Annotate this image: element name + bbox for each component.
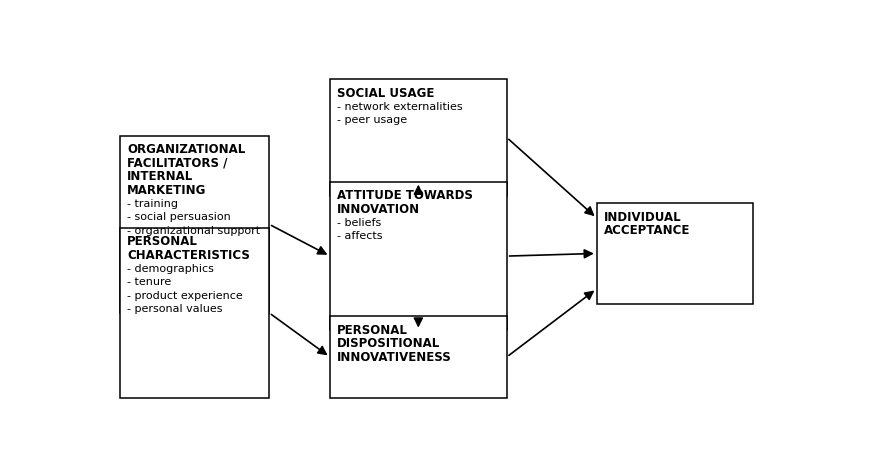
- Text: ACCEPTANCE: ACCEPTANCE: [603, 224, 690, 236]
- Bar: [120, 228, 269, 398]
- Text: - social persuasion: - social persuasion: [127, 212, 231, 222]
- Text: - organizational support: - organizational support: [127, 225, 260, 235]
- Text: - personal values: - personal values: [127, 303, 223, 313]
- Bar: [330, 317, 507, 398]
- Text: - peer usage: - peer usage: [337, 115, 407, 125]
- Text: INNOVATIVENESS: INNOVATIVENESS: [337, 350, 451, 363]
- Text: ATTITUDE TOWARDS: ATTITUDE TOWARDS: [337, 189, 473, 202]
- Text: INDIVIDUAL: INDIVIDUAL: [603, 210, 681, 223]
- Text: INTERNAL: INTERNAL: [127, 170, 193, 183]
- Text: - affects: - affects: [337, 231, 383, 241]
- Text: - product experience: - product experience: [127, 290, 243, 300]
- Bar: [330, 80, 507, 196]
- Text: FACILITATORS /: FACILITATORS /: [127, 157, 227, 169]
- Text: PERSONAL: PERSONAL: [337, 323, 408, 336]
- Text: SOCIAL USAGE: SOCIAL USAGE: [337, 86, 434, 100]
- Bar: [330, 182, 507, 331]
- Bar: [597, 203, 753, 304]
- Text: - training: - training: [127, 198, 178, 208]
- Text: ORGANIZATIONAL: ORGANIZATIONAL: [127, 143, 245, 156]
- Text: - tenure: - tenure: [127, 277, 172, 286]
- Text: INNOVATION: INNOVATION: [337, 202, 420, 215]
- Text: MARKETING: MARKETING: [127, 183, 207, 196]
- Text: PERSONAL: PERSONAL: [127, 235, 198, 248]
- Bar: [120, 136, 269, 313]
- Text: - beliefs: - beliefs: [337, 217, 381, 227]
- Text: - demographics: - demographics: [127, 263, 214, 273]
- Text: DISPOSITIONAL: DISPOSITIONAL: [337, 336, 440, 350]
- Text: CHARACTERISTICS: CHARACTERISTICS: [127, 248, 249, 261]
- Text: - network externalities: - network externalities: [337, 101, 462, 112]
